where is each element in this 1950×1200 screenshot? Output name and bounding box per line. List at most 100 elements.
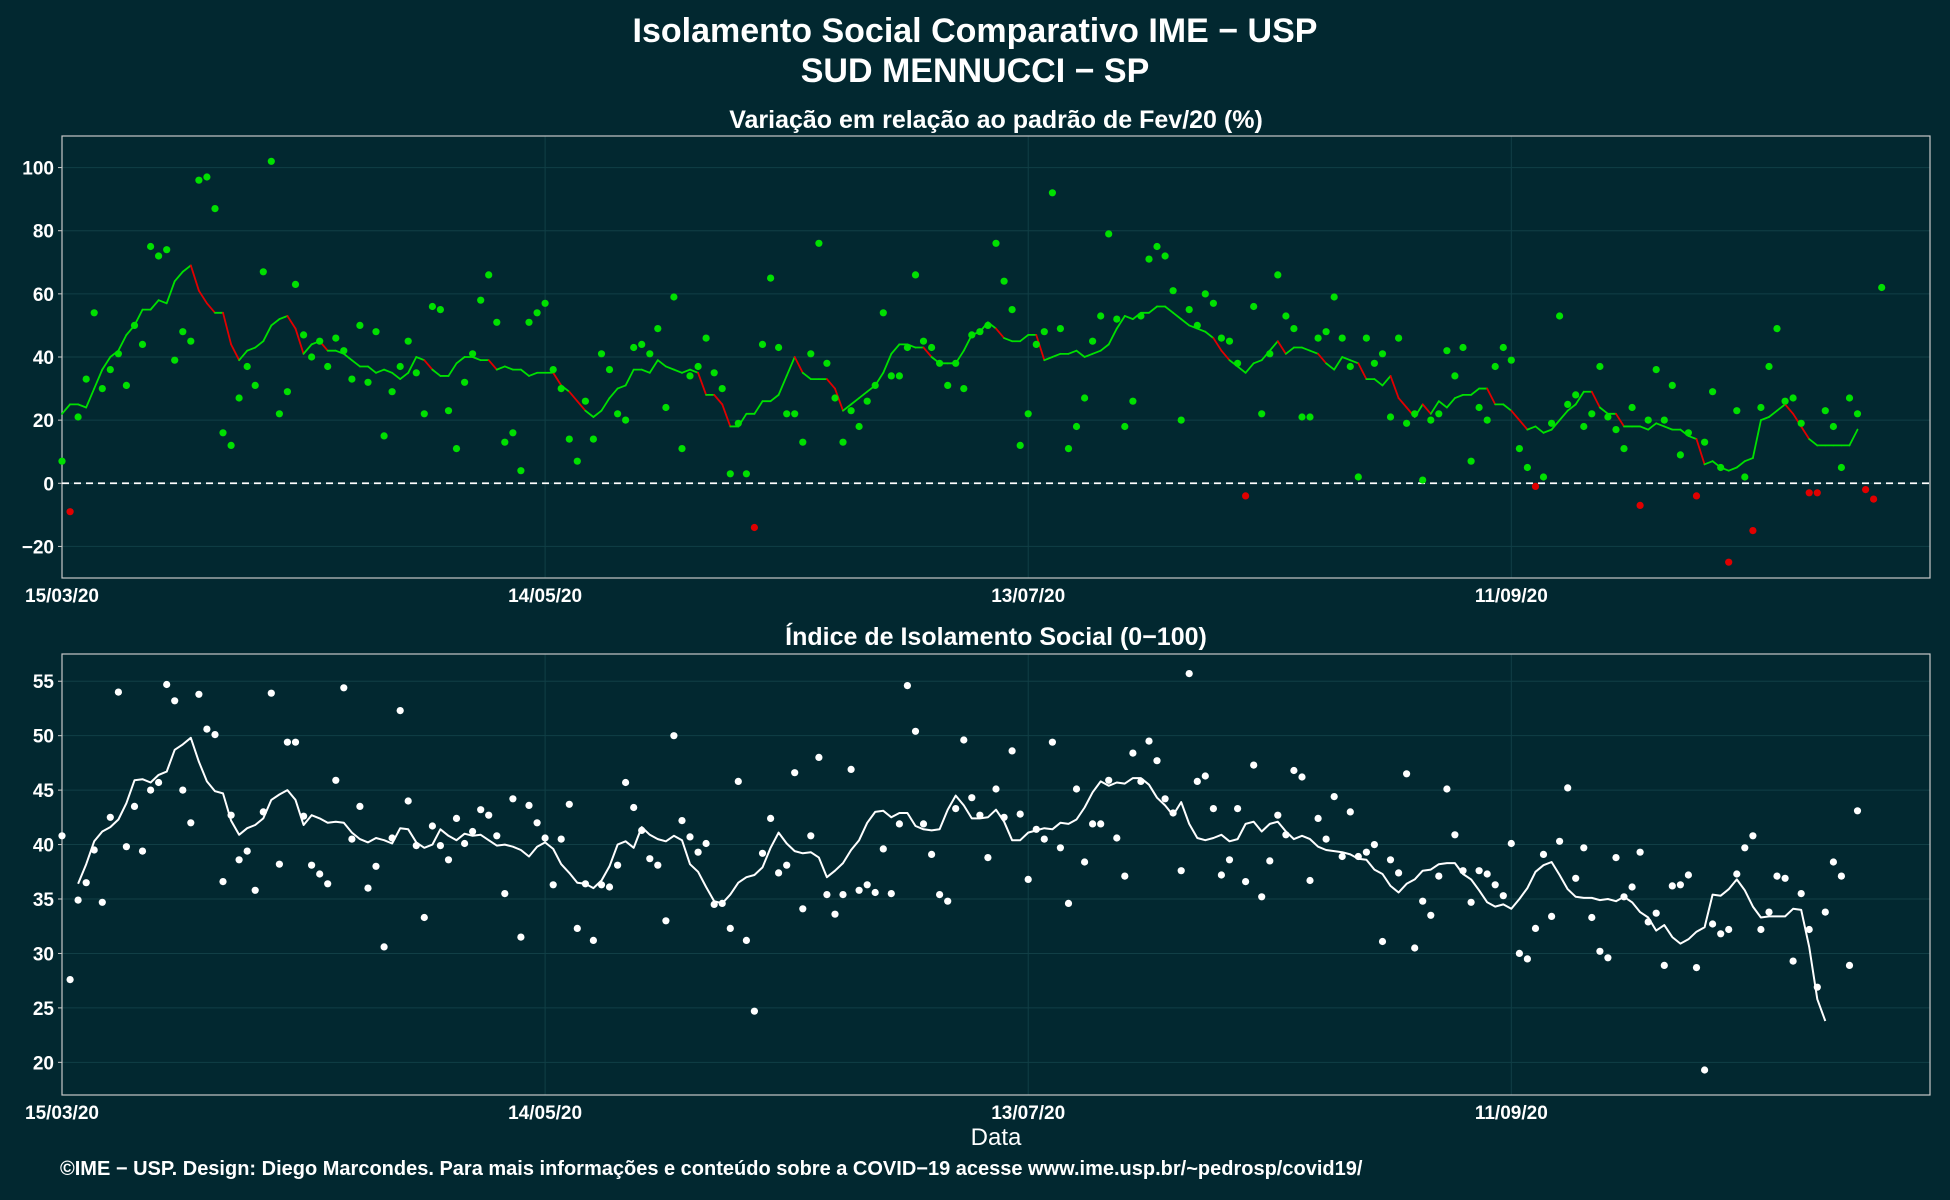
moving-average-segment [608, 387, 619, 399]
data-point [106, 366, 114, 374]
data-point [1370, 841, 1378, 849]
moving-average-segment [1663, 425, 1674, 431]
data-point [823, 359, 831, 367]
data-point [767, 814, 775, 823]
moving-average-segment [850, 397, 861, 406]
data-point [469, 827, 477, 836]
moving-average-segment [648, 359, 659, 374]
data-point [259, 268, 267, 276]
data-point [1821, 908, 1829, 916]
data-point [420, 410, 428, 418]
moving-average-segment [777, 375, 788, 396]
data-point [1209, 805, 1217, 813]
moving-average-segment [375, 368, 385, 374]
data-point [670, 732, 678, 740]
data-point [155, 778, 163, 787]
moving-average-segment [1437, 400, 1448, 409]
data-point [1217, 334, 1225, 342]
data-point [452, 445, 461, 453]
data-point [1072, 422, 1081, 431]
data-point [1330, 293, 1338, 301]
data-point [1853, 410, 1862, 418]
data-point [775, 869, 783, 877]
data-point [1145, 737, 1153, 745]
data-point [509, 795, 517, 803]
moving-average-segment [1309, 349, 1319, 355]
data-point [1829, 858, 1837, 866]
moving-average-segment [61, 403, 71, 415]
moving-average-segment [1123, 315, 1134, 321]
data-point [1137, 312, 1145, 320]
data-point [147, 786, 155, 794]
data-point [960, 385, 968, 393]
data-point [1612, 854, 1620, 862]
data-point [396, 707, 404, 715]
data-point [300, 812, 308, 820]
data-point [1725, 925, 1733, 934]
data-point [340, 347, 348, 355]
data-point [66, 976, 74, 984]
moving-average-segment [1236, 365, 1247, 374]
data-point [783, 861, 791, 869]
data-point [1403, 419, 1411, 427]
moving-average-segment [294, 327, 305, 355]
data-point [1177, 416, 1185, 424]
data-point [1781, 874, 1789, 882]
main-title: Isolamento Social Comparativo IME − USP [632, 12, 1318, 50]
data-point [114, 350, 122, 358]
moving-average-segment [1284, 346, 1295, 355]
data-point [1692, 964, 1701, 972]
panel-title: Índice de Isolamento Social (0−100) [785, 622, 1207, 651]
data-point [589, 936, 598, 945]
data-point [976, 328, 984, 336]
data-point [1000, 813, 1008, 821]
moving-average-segment [528, 371, 538, 377]
y-tick-label: 60 [33, 285, 54, 306]
moving-average-segment [1003, 337, 1014, 343]
data-point [525, 318, 533, 326]
moving-average-segment [1703, 460, 1714, 466]
data-point [485, 811, 493, 819]
moving-average-segment [101, 356, 112, 371]
data-point [1298, 413, 1306, 421]
data-point [831, 394, 839, 402]
data-point [919, 337, 928, 345]
data-point [758, 849, 767, 857]
moving-average-segment [1035, 333, 1046, 362]
moving-average-segment [1751, 419, 1762, 459]
moving-average-segment [1526, 425, 1537, 431]
data-point [1282, 312, 1290, 320]
data-point [1717, 930, 1725, 938]
data-point [839, 891, 847, 899]
data-point [662, 403, 670, 412]
data-point [300, 331, 308, 339]
data-point [332, 334, 340, 342]
data-point [1032, 825, 1040, 833]
moving-average-segment [1301, 346, 1311, 352]
data-point [726, 470, 734, 478]
data-point [1242, 878, 1250, 886]
data-point [1821, 407, 1829, 415]
data-point [1531, 482, 1540, 490]
x-axis-label: Data [971, 1124, 1022, 1151]
data-point [444, 407, 453, 415]
data-point [1499, 343, 1507, 352]
data-point [1048, 738, 1056, 746]
moving-average-segment [189, 264, 200, 292]
data-point [863, 397, 871, 405]
moving-average-segment [753, 400, 764, 415]
data-point [1024, 410, 1032, 418]
data-point [235, 394, 243, 402]
y-tick-label: 25 [33, 999, 55, 1020]
data-point [517, 467, 525, 475]
data-point [235, 856, 243, 864]
data-point [1765, 908, 1773, 916]
data-point [992, 239, 1000, 247]
y-tick-label: 0 [43, 474, 54, 495]
data-point [654, 861, 662, 869]
moving-average-segment [1373, 378, 1384, 387]
data-point [1837, 463, 1845, 472]
data-point [1789, 957, 1797, 965]
data-point [404, 797, 412, 805]
